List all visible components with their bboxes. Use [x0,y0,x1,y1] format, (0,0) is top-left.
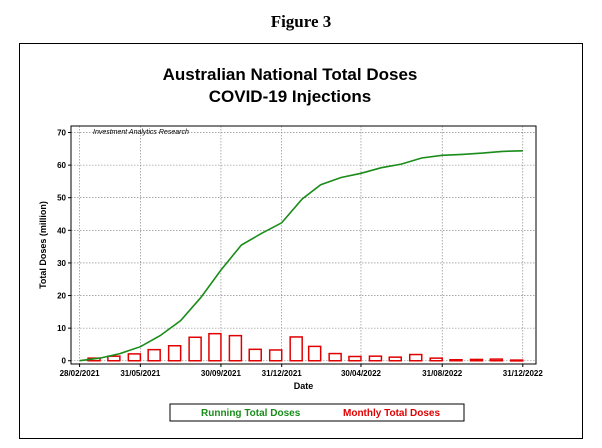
bar-monthly-doses [429,357,443,362]
bar-monthly-doses [368,355,383,362]
x-tick-label: 31/12/2022 [503,369,544,378]
plot-area [71,126,536,364]
y-tick-label: 10 [57,324,66,333]
line-running-total-doses [79,150,523,362]
y-tick-label: 50 [57,194,66,203]
chart-title-line: COVID-19 Injections [209,87,371,106]
x-tick-label: 31/05/2021 [120,369,161,378]
bar-monthly-doses [328,352,342,362]
bar-monthly-doses [307,345,322,362]
chart-title-line: Australian National Total Doses [163,65,418,84]
figure-label: Figure 3 [270,12,332,31]
y-tick-label: 40 [57,226,66,235]
y-tick-label: 30 [57,259,66,268]
legend-box [169,403,465,422]
x-tick-label: 28/02/2021 [60,369,101,378]
bar-monthly-doses [408,353,423,362]
y-tick-label: 60 [57,161,66,170]
y-tick-label: 0 [62,357,67,366]
bar-monthly-doses [289,336,303,362]
legend-running-total: Running Total Doses [201,408,301,419]
bar-monthly-doses [147,348,161,362]
bar-monthly-doses [469,358,484,362]
x-tick-label: 31/08/2022 [422,369,463,378]
y-tick-label: 20 [57,292,66,301]
bar-monthly-doses [388,356,403,362]
y-axis-label: Total Doses (million) [38,201,48,289]
x-axis-label: Date [294,381,314,391]
bar-monthly-doses [489,358,504,362]
chart-canvas: Australian National Total Doses COVID-19 … [38,65,544,422]
plot-border [70,125,537,365]
bar-monthly-doses [248,348,262,362]
bar-monthly-doses [268,349,283,362]
chart-frame: Australian National Total Doses COVID-19 … [19,43,583,439]
bar-monthly-doses [510,359,524,362]
bar-monthly-doses [228,334,243,362]
chart-annotation: Investment Analytics Research [93,129,189,136]
x-tick-label: 30/09/2021 [201,369,242,378]
bar-monthly-doses [107,355,121,362]
bar-monthly-doses [449,359,463,362]
x-tick-label: 30/04/2022 [341,369,382,378]
bar-monthly-doses [208,332,222,362]
bar-monthly-doses [167,344,182,362]
bar-monthly-doses [188,336,202,362]
y-tick-label: 70 [57,129,66,138]
bar-monthly-doses [348,355,362,362]
x-tick-label: 31/12/2021 [262,369,303,378]
bar-monthly-doses [127,353,142,362]
legend-monthly-total: Monthly Total Doses [343,408,440,419]
